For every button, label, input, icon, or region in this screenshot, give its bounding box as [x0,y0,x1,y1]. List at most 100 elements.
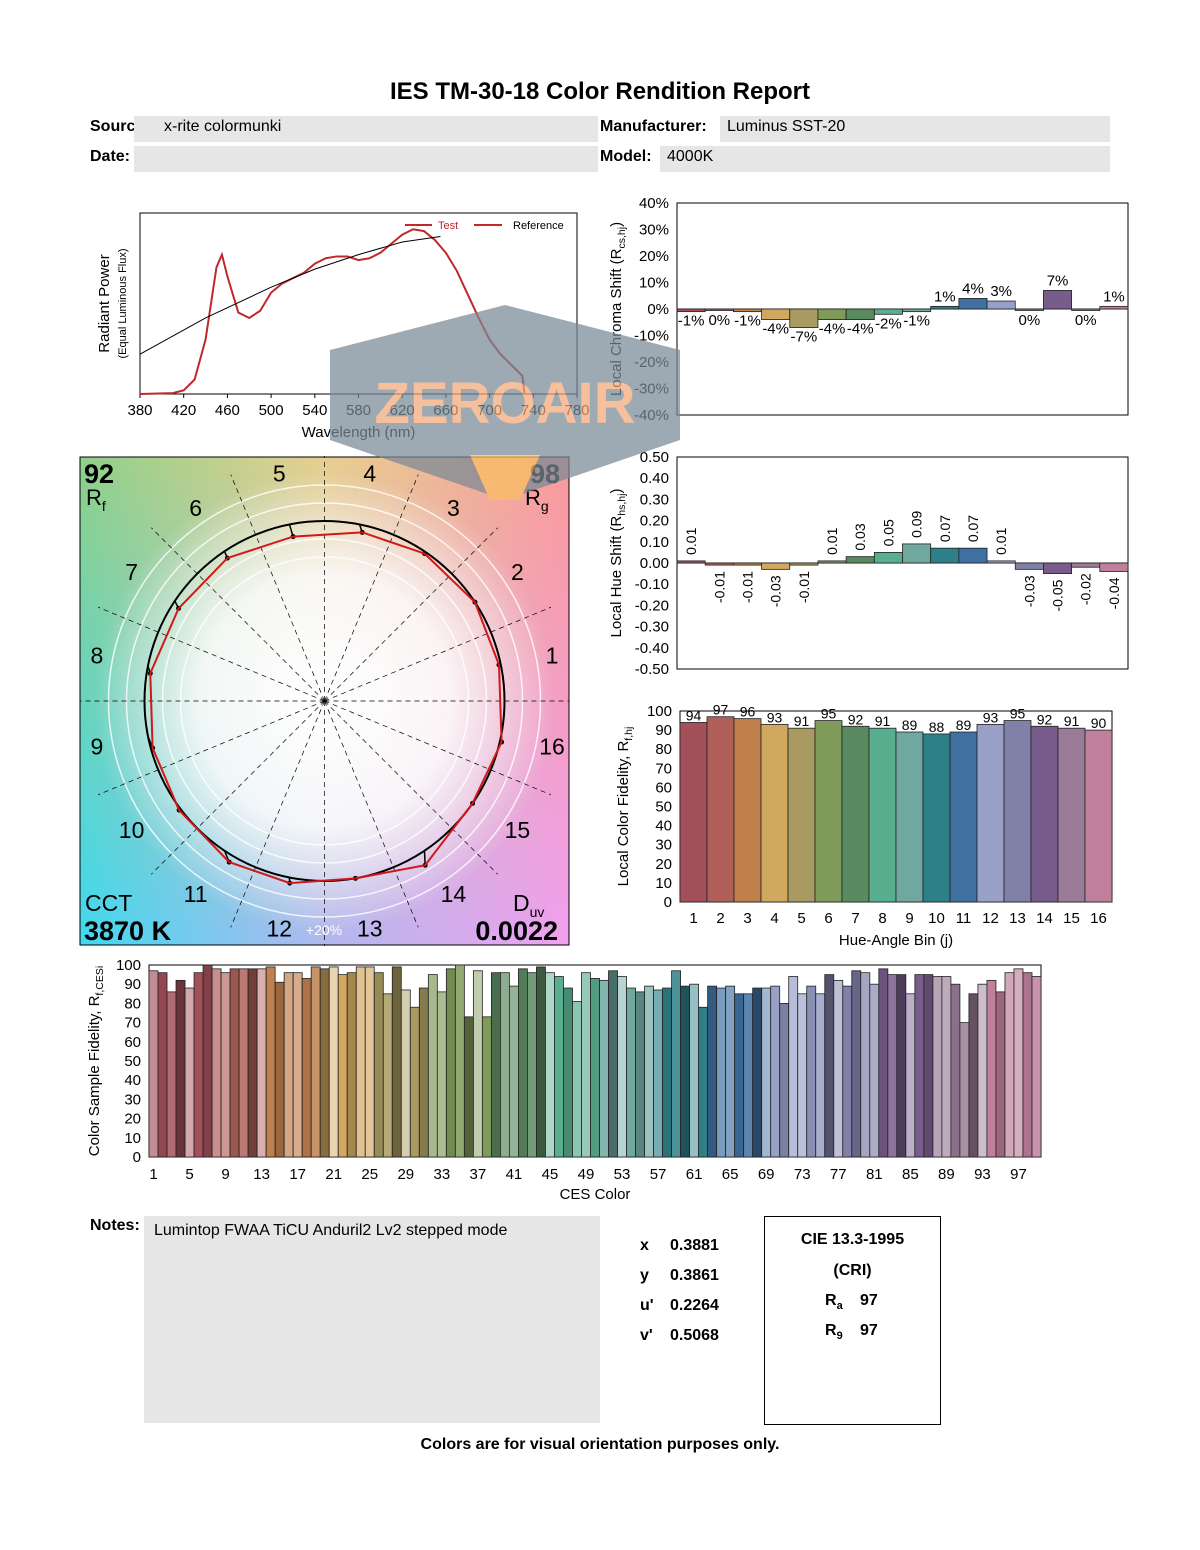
y-tick-label: 0.20 [640,513,669,530]
y-tick-label: 90 [655,722,672,739]
ces-bar-49 [581,972,591,1158]
y-tick-label: 40 [124,1072,141,1089]
bar-label: 90 [1091,715,1107,731]
v-label: v' [640,1327,653,1344]
ces-bar-30 [409,1006,420,1158]
cvg-bin-label: 14 [441,881,467,907]
ces-bar-18 [301,978,312,1158]
x-tick-label: 85 [902,1166,919,1183]
ces-bar-81 [869,983,880,1158]
ces-bar-50 [590,978,600,1158]
bar-label: 0.01 [993,527,1009,554]
ces-bar-90 [950,983,961,1158]
x-tick-label: 65 [722,1166,739,1183]
x-tick-label: 49 [578,1166,595,1183]
y-tick-label: 100 [116,957,141,974]
duv-label-main: D [513,890,530,916]
x-tick-label: 13 [253,1166,270,1183]
ces-bar-21 [328,966,339,1158]
ces-bar-19 [310,966,321,1158]
manufacturer-label: Manufacturer: [600,118,707,135]
ces-bar-4 [175,979,186,1158]
ces-bar-44 [536,966,546,1158]
x-tick-label: 89 [938,1166,955,1183]
bar-label: -0.01 [711,571,727,603]
ces-bar-33 [436,991,447,1158]
bar-label: 4% [962,280,984,297]
ces-bar-97 [1013,968,1024,1158]
x-tick-label: 5 [797,910,805,927]
bar-label: 7% [1047,272,1069,289]
bar-bin-13 [1014,308,1044,311]
x-tick-label: 1 [689,910,697,927]
ces-bar-94 [986,979,997,1158]
bar-label: 0.09 [909,510,925,537]
ces-bar-28 [391,966,402,1158]
ces-bar-92 [968,993,979,1158]
x-tick-label: 8 [878,910,886,927]
ces-bar-86 [914,974,925,1158]
date-field [134,146,598,172]
y-axis-label-subscript: hs,hj [616,494,628,516]
y-tick-label: 70 [655,760,672,777]
ces-bar-29 [400,989,411,1158]
bar-label: 93 [767,709,783,725]
ces-bar-32 [427,974,438,1158]
ces-bar-51 [599,979,609,1158]
bar-label: -4% [762,321,789,338]
ces-bar-11 [238,968,249,1158]
ces-bar-83 [887,974,898,1158]
ces-bar-72 [788,976,799,1158]
ces-bar-95 [995,991,1006,1158]
ces-bar-25 [364,966,375,1158]
x-tick-label: 16 [1090,910,1107,927]
y-tick-label: 40% [639,195,669,212]
bar-bin-8 [868,727,897,903]
ces-bar-99 [1031,976,1042,1158]
y-tick-label: 20 [655,856,672,873]
bar-label: 91 [1064,713,1080,729]
duv-label-sub: uv [530,904,545,920]
bar-label: 88 [929,719,945,735]
ces-bar-46 [554,976,564,1158]
cri-box: CIE 13.3-1995 (CRI) Ra 97 R9 97 [764,1216,941,1425]
x-tick-label: 93 [974,1166,991,1183]
y-tick-label: 10 [655,875,672,892]
bar-bin-6 [817,560,847,564]
cvg-bin-divider [98,606,325,702]
ces-bar-57 [653,989,663,1158]
date-label: Date: [90,148,131,165]
bar-bin-12 [976,723,1005,903]
bar-label: 93 [983,709,999,725]
ces-bar-12 [247,968,258,1158]
bar-label: 3% [990,283,1012,300]
y-axis-label: Local Color Fidelity, Rf,hj [615,727,635,887]
bar-label: 91 [875,713,891,729]
x-tick-label: 1 [149,1166,157,1183]
x-tick-label: 3 [743,910,751,927]
bar-bin-7 [845,308,875,321]
bar-label: 97 [713,702,729,718]
x-tick-label: 73 [794,1166,811,1183]
y-value: 0.3861 [670,1267,719,1284]
bar-bin-14 [1043,290,1073,310]
ces-bar-70 [770,985,781,1158]
ces-bar-17 [292,972,303,1158]
bar-label: -1% [678,313,705,330]
ces-bar-59 [671,970,681,1158]
ces-bar-37 [472,970,483,1158]
ces-bar-85 [905,993,916,1158]
ra-label-sub: a [836,1300,843,1313]
y-axis-label-main: Local Hue Shift (R [608,516,625,638]
x-tick-label: 5 [185,1166,193,1183]
x-tick-label: 540 [302,402,327,419]
rf-value: 92 [84,459,114,489]
cvg-bin-divider [324,474,419,702]
ces-bar-88 [932,976,943,1158]
ces-bar-3 [166,991,177,1158]
x-tick-label: 14 [1036,910,1053,927]
bar-label: 89 [956,717,972,733]
cvg-bin-label: 13 [357,916,383,942]
x-tick-label: 15 [1063,910,1080,927]
bar-bin-7 [845,556,875,564]
